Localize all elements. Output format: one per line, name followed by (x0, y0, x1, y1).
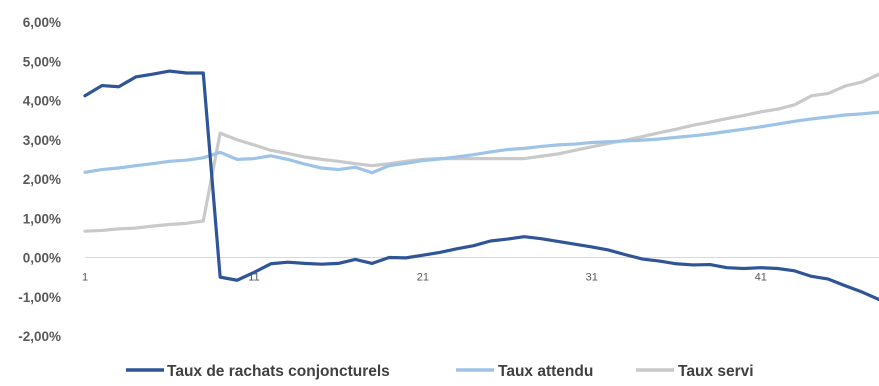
series-line-3 (83, 72, 879, 233)
series-line-1 (83, 69, 879, 302)
x-tick-label: 21 (417, 272, 429, 284)
legend-label: Taux de rachats conjoncturels (167, 363, 390, 380)
y-tick-label: 2,00% (23, 172, 61, 187)
series-line-2 (83, 110, 879, 175)
x-axis: 1 11 21 31 41 (82, 272, 767, 284)
x-tick-label: 31 (586, 272, 598, 284)
y-tick-label: 0,00% (23, 251, 61, 266)
y-axis: 6,00% 5,00% 4,00% 3,00% 2,00% 1,00% 0,00% -1,00… (18, 15, 61, 344)
x-tick-label: 41 (755, 272, 767, 284)
x-tick-label: 11 (248, 272, 259, 284)
series-lines (83, 69, 879, 302)
legend-label: Taux attendu (498, 363, 593, 380)
y-tick-label: 6,00% (23, 15, 61, 30)
y-tick-label: 1,00% (23, 211, 61, 226)
legend: Taux de rachats conjoncturels Taux attend… (126, 363, 754, 380)
y-tick-label: 4,00% (23, 94, 61, 109)
y-tick-label: 5,00% (23, 54, 61, 69)
y-tick-label: 3,00% (23, 133, 61, 148)
y-tick-label: -1,00% (18, 290, 61, 305)
x-tick-label: 1 (82, 272, 88, 284)
legend-label: Taux servi (678, 363, 754, 380)
y-tick-label: -2,00% (18, 329, 61, 344)
